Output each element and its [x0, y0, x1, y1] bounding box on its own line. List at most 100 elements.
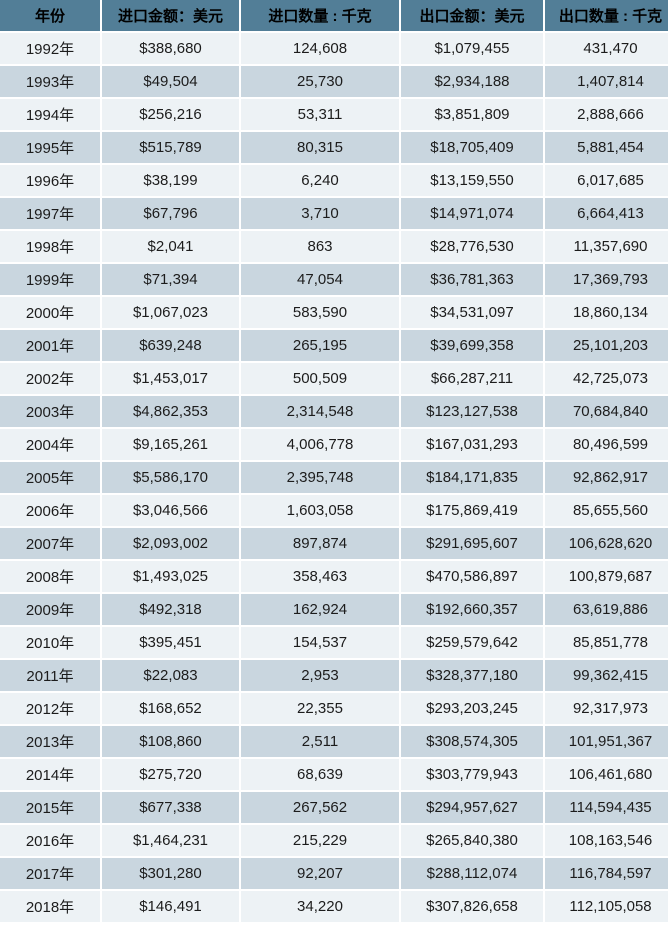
value-cell: $28,776,530 — [401, 231, 543, 262]
year-cell: 2016年 — [0, 825, 100, 856]
table-row: 2003年 $4,862,353 2,314,548 $123,127,538 70,6… — [0, 396, 668, 427]
value-cell: $175,869,419 — [401, 495, 543, 526]
year-cell: 2008年 — [0, 561, 100, 592]
value-cell: 114,594,435 — [545, 792, 668, 823]
value-cell: 6,017,685 — [545, 165, 668, 196]
value-cell: 34,220 — [241, 891, 399, 922]
table-row: 2010年 $395,451 154,537 $259,579,642 85,851,7… — [0, 627, 668, 658]
value-cell: 2,953 — [241, 660, 399, 691]
value-cell: 265,195 — [241, 330, 399, 361]
year-cell: 2013年 — [0, 726, 100, 757]
value-cell: $5,586,170 — [102, 462, 239, 493]
value-cell: 11,357,690 — [545, 231, 668, 262]
value-cell: 80,496,599 — [545, 429, 668, 460]
value-cell: $328,377,180 — [401, 660, 543, 691]
table-row: 2014年 $275,720 68,639 $303,779,943 106,461,6… — [0, 759, 668, 790]
value-cell: $677,338 — [102, 792, 239, 823]
column-header-3: 出口金额：美元 — [401, 0, 543, 31]
value-cell: $36,781,363 — [401, 264, 543, 295]
year-cell: 2010年 — [0, 627, 100, 658]
value-cell: $265,840,380 — [401, 825, 543, 856]
value-cell: 358,463 — [241, 561, 399, 592]
value-cell: $18,705,409 — [401, 132, 543, 163]
value-cell: 2,395,748 — [241, 462, 399, 493]
value-cell: $293,203,245 — [401, 693, 543, 724]
value-cell: 25,101,203 — [545, 330, 668, 361]
value-cell: $184,171,835 — [401, 462, 543, 493]
value-cell: $168,652 — [102, 693, 239, 724]
value-cell: 154,537 — [241, 627, 399, 658]
value-cell: 63,619,886 — [545, 594, 668, 625]
value-cell: 431,470 — [545, 33, 668, 64]
value-cell: $9,165,261 — [102, 429, 239, 460]
year-cell: 1995年 — [0, 132, 100, 163]
year-cell: 2003年 — [0, 396, 100, 427]
value-cell: $301,280 — [102, 858, 239, 889]
value-cell: $3,046,566 — [102, 495, 239, 526]
value-cell: 116,784,597 — [545, 858, 668, 889]
value-cell: 42,725,073 — [545, 363, 668, 394]
table-row: 2015年 $677,338 267,562 $294,957,627 114,594,… — [0, 792, 668, 823]
value-cell: 92,862,917 — [545, 462, 668, 493]
year-cell: 1996年 — [0, 165, 100, 196]
value-cell: 108,163,546 — [545, 825, 668, 856]
table-row: 1998年 $2,041 863 $28,776,530 11,357,690 — [0, 231, 668, 262]
column-header-2: 进口数量 : 千克 — [241, 0, 399, 31]
table-row: 2018年 $146,491 34,220 $307,826,658 112,105,0… — [0, 891, 668, 922]
value-cell: 106,461,680 — [545, 759, 668, 790]
value-cell: 897,874 — [241, 528, 399, 559]
table-row: 1994年 $256,216 53,311 $3,851,809 2,888,666 — [0, 99, 668, 130]
year-cell: 2009年 — [0, 594, 100, 625]
value-cell: $167,031,293 — [401, 429, 543, 460]
year-cell: 1992年 — [0, 33, 100, 64]
value-cell: $14,971,074 — [401, 198, 543, 229]
table-row: 2005年 $5,586,170 2,395,748 $184,171,835 92,8… — [0, 462, 668, 493]
value-cell: $639,248 — [102, 330, 239, 361]
column-header-1: 进口金额：美元 — [102, 0, 239, 31]
value-cell: $39,699,358 — [401, 330, 543, 361]
table-row: 1997年 $67,796 3,710 $14,971,074 6,664,413 — [0, 198, 668, 229]
value-cell: 267,562 — [241, 792, 399, 823]
year-cell: 2012年 — [0, 693, 100, 724]
value-cell: $49,504 — [102, 66, 239, 97]
value-cell: $123,127,538 — [401, 396, 543, 427]
value-cell: 101,951,367 — [545, 726, 668, 757]
value-cell: $303,779,943 — [401, 759, 543, 790]
table-row: 1993年 $49,504 25,730 $2,934,188 1,407,814 — [0, 66, 668, 97]
value-cell: 18,860,134 — [545, 297, 668, 328]
year-cell: 2001年 — [0, 330, 100, 361]
value-cell: $291,695,607 — [401, 528, 543, 559]
value-cell: 6,664,413 — [545, 198, 668, 229]
value-cell: $67,796 — [102, 198, 239, 229]
value-cell: 583,590 — [241, 297, 399, 328]
value-cell: $1,067,023 — [102, 297, 239, 328]
value-cell: 53,311 — [241, 99, 399, 130]
table-row: 2001年 $639,248 265,195 $39,699,358 25,101,20… — [0, 330, 668, 361]
value-cell: $275,720 — [102, 759, 239, 790]
value-cell: $1,079,455 — [401, 33, 543, 64]
value-cell: $294,957,627 — [401, 792, 543, 823]
value-cell: 5,881,454 — [545, 132, 668, 163]
year-cell: 2015年 — [0, 792, 100, 823]
year-cell: 2002年 — [0, 363, 100, 394]
value-cell: $2,041 — [102, 231, 239, 262]
value-cell: $34,531,097 — [401, 297, 543, 328]
value-cell: $1,493,025 — [102, 561, 239, 592]
value-cell: 3,710 — [241, 198, 399, 229]
value-cell: $3,851,809 — [401, 99, 543, 130]
value-cell: 2,511 — [241, 726, 399, 757]
table-row: 2002年 $1,453,017 500,509 $66,287,211 42,725,… — [0, 363, 668, 394]
value-cell: 4,006,778 — [241, 429, 399, 460]
value-cell: 80,315 — [241, 132, 399, 163]
value-cell: 1,603,058 — [241, 495, 399, 526]
value-cell: $22,083 — [102, 660, 239, 691]
value-cell: $515,789 — [102, 132, 239, 163]
value-cell: $2,093,002 — [102, 528, 239, 559]
value-cell: 92,317,973 — [545, 693, 668, 724]
value-cell: 162,924 — [241, 594, 399, 625]
table-row: 1995年 $515,789 80,315 $18,705,409 5,881,454 — [0, 132, 668, 163]
value-cell: $470,586,897 — [401, 561, 543, 592]
value-cell: 215,229 — [241, 825, 399, 856]
